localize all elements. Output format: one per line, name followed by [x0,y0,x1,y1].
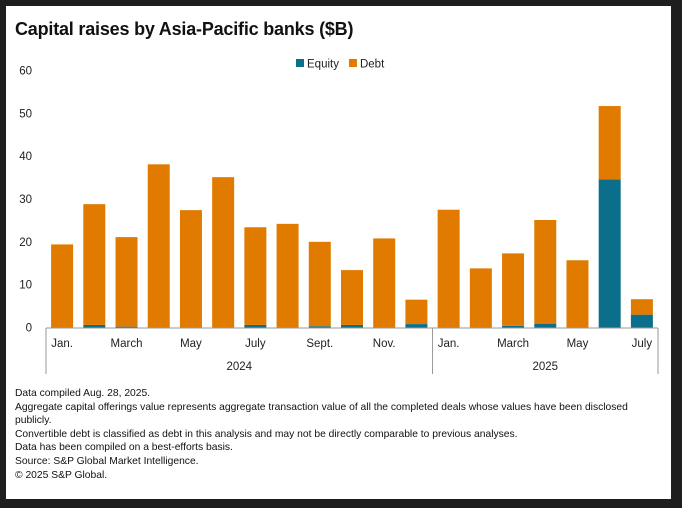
y-tick-label: 0 [26,323,32,335]
bar-equity-19 [630,314,653,328]
x-tick-label: May [180,338,202,350]
bar-debt-12 [405,299,428,325]
x-tick-label: March [111,338,143,350]
bar-debt-6 [212,177,235,328]
bar-equity-16 [534,323,557,328]
bar-equity-2 [83,324,106,328]
y-tick-label: 50 [19,108,32,120]
x-tick-label: Jan. [51,338,73,350]
bar-debt-5 [179,210,202,328]
bar-equity-15 [502,325,525,328]
bar-chart: 0 10 20 30 40 50 60 Jan. March May July Sept. Nov. Ja… [19,59,659,374]
legend-label-debt: Debt [360,59,385,71]
x-tick-label: July [245,338,266,350]
chart-footer: Data compiled Aug. 28, 2025. Aggregate c… [15,387,660,482]
legend-label-equity: Equity [307,59,339,71]
bar-debt-19 [630,299,653,315]
bar-debt-18 [598,106,621,180]
bar-debt-16 [534,219,557,324]
footer-line-date: Data compiled Aug. 28, 2025. [15,388,151,399]
bar-debt-11 [373,238,396,328]
chart-frame: Capital raises by Asia-Pacific banks ($B… [6,6,671,499]
chart-title: Capital raises by Asia-Pacific banks ($B… [15,19,354,39]
footer-line-convertible-note: Convertible debt is classified as debt i… [15,428,518,440]
bar-debt-15 [502,253,525,326]
bar-debt-7 [244,227,267,325]
bar-equity-7 [244,324,267,328]
bar-debt-14 [469,268,492,328]
bar-debt-8 [276,223,299,328]
y-tick-label: 60 [19,66,32,78]
bar-equity-12 [405,324,428,328]
x-tick-label: Jan. [438,338,460,350]
bar-debt-17 [566,260,589,328]
x-tick-label: Sept. [306,338,333,350]
footer-line-best-efforts: Data has been compiled on a best-efforts… [15,442,233,454]
x-tick-label: March [497,338,529,350]
bar-debt-13 [437,209,460,328]
legend-swatch-debt [348,59,357,67]
bar-debt-10 [341,270,363,325]
bar-debt-2 [83,204,106,325]
bar-debt-3 [115,237,138,327]
y-tick-label: 20 [19,237,32,249]
bar-debt-1 [51,244,74,328]
bar-equity-10 [341,324,363,328]
bar-equity-3 [115,326,138,328]
year-label-2024: 2024 [226,361,252,373]
x-tick-label: Nov. [373,338,396,350]
bar-debt-4 [147,164,170,328]
y-tick-label: 40 [19,151,32,163]
bar-debt-9 [308,241,331,327]
bar-equity-18 [598,179,621,328]
bar-equity-9 [308,326,331,328]
footer-line-copyright: © 2025 S&P Global. [15,469,108,481]
footer-line-definition: Aggregate capital offerings value repres… [15,401,628,427]
y-tick-label: 10 [19,280,32,292]
year-label-2025: 2025 [532,361,558,373]
legend-swatch-equity [296,59,304,67]
x-tick-label: July [632,338,653,350]
footer-line-source: Source: S&P Global Market Intelligence. [15,455,199,467]
y-tick-label: 30 [19,194,32,206]
x-tick-label: May [567,338,589,350]
